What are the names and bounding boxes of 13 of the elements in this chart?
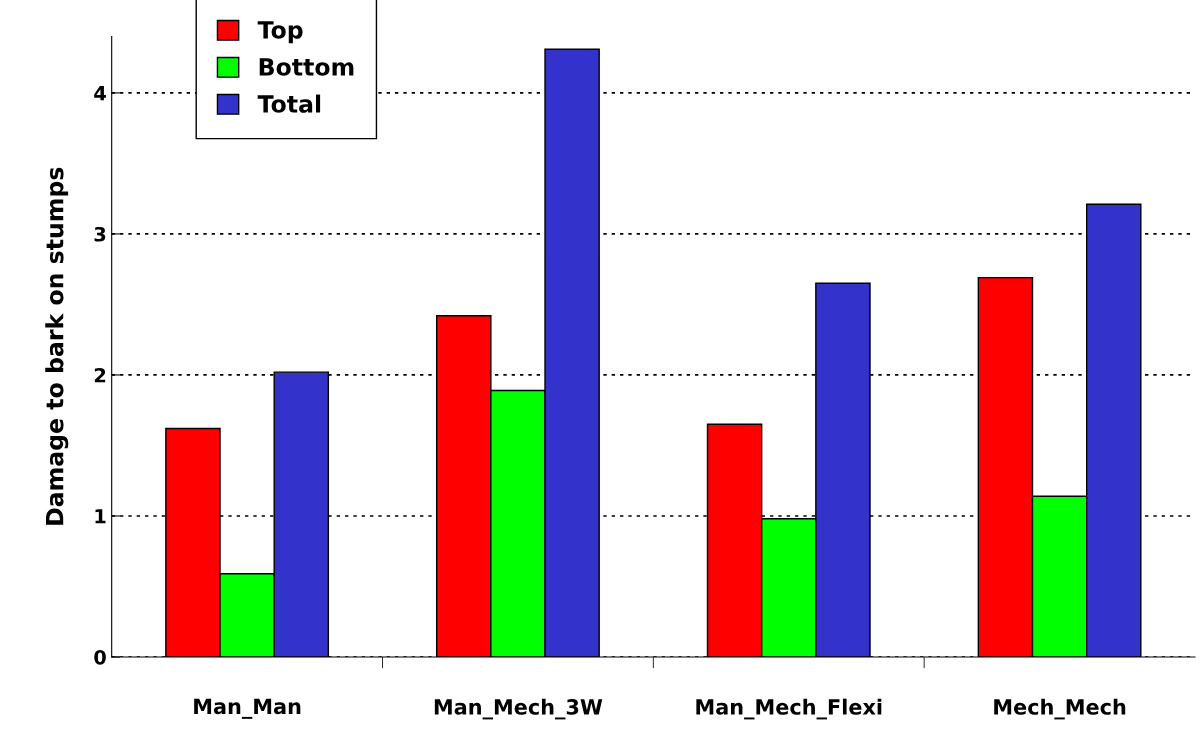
x-tick-label: Mech_Mech (994, 698, 1126, 720)
x-tick-label: Man_Man (194, 698, 301, 719)
x-tick-label: Man_Mech_Flexi (696, 698, 882, 720)
y-tick-label: 4 (94, 86, 106, 101)
y-tick-label: 1 (95, 509, 106, 524)
x-tick-label: Man_Mech_3W (434, 698, 603, 720)
y-axis-title: Damage to bark on stumps (45, 167, 69, 525)
y-tick-label: 0 (94, 649, 106, 665)
legend-label: Total (257, 94, 321, 113)
legend-label: Top (257, 21, 303, 44)
y-tick-label: 2 (94, 367, 106, 383)
legend-label: Bottom (259, 58, 354, 76)
y-tick-label: 3 (94, 226, 106, 242)
